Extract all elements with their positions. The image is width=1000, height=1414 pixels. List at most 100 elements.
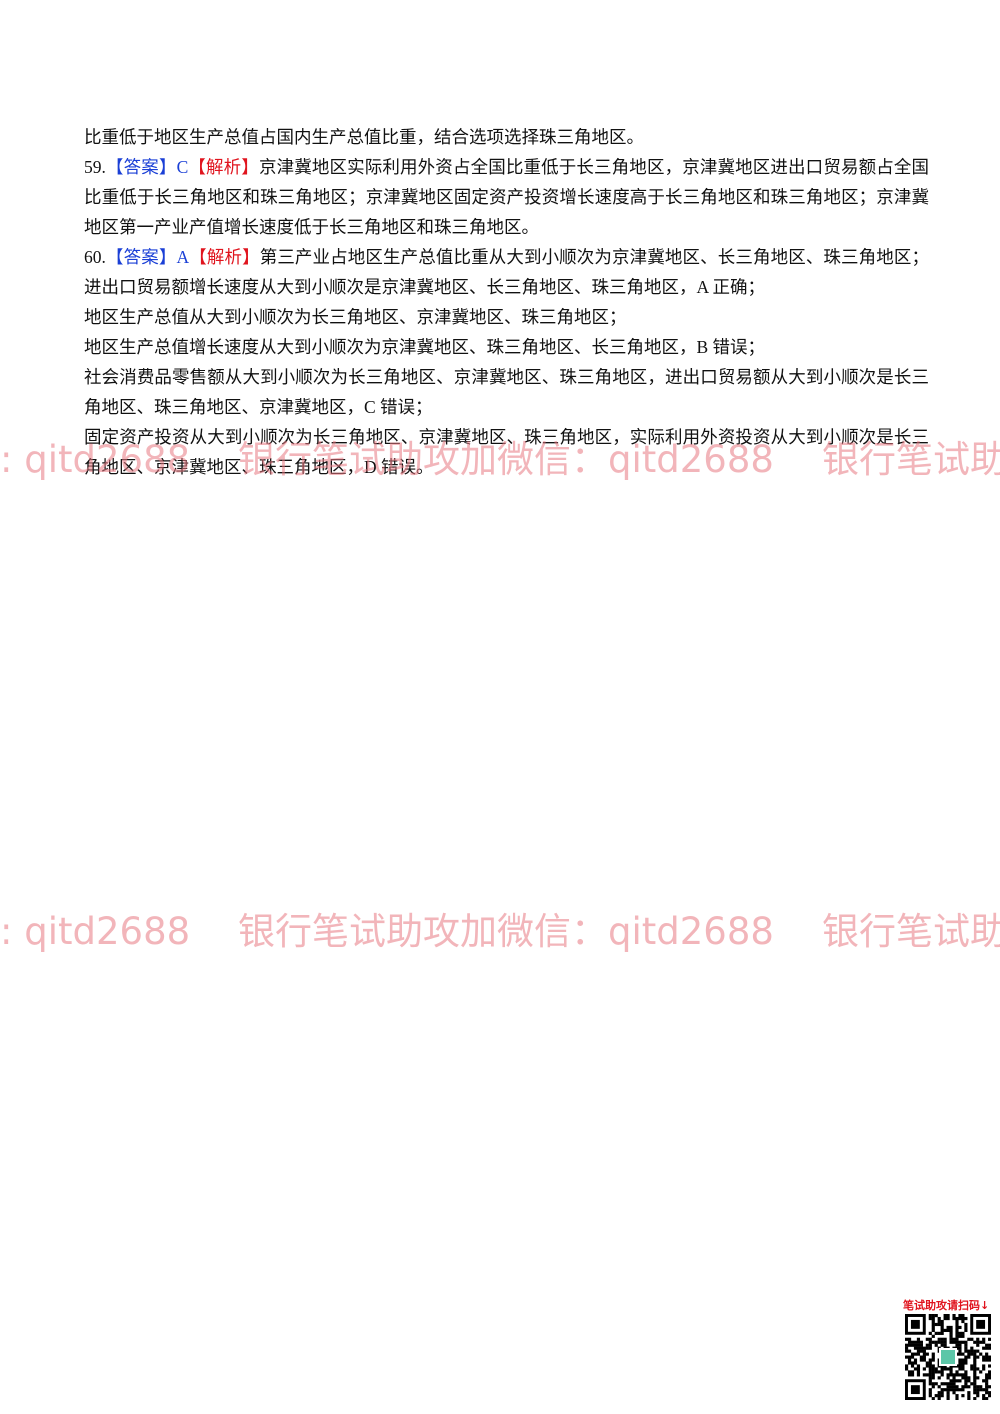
qr-module [955,1322,959,1327]
text-line: 角地区、珠三角地区、京津冀地区，C 错误； [84,397,433,417]
qr-module [988,1373,991,1377]
qr-module [955,1337,959,1341]
qr-module [937,1397,941,1400]
qr-module [964,1316,968,1321]
qr-module [964,1385,968,1389]
qr-module [907,1343,912,1347]
qr-module [916,1367,921,1371]
qr-code [905,1314,991,1400]
qr-module [949,1325,953,1330]
question-number: 60. [84,247,106,267]
qr-module [949,1373,953,1377]
qr-module [982,1346,986,1350]
qr-module [931,1314,935,1318]
qr-module [967,1385,971,1389]
qr-module [964,1355,968,1359]
qr-module [931,1352,935,1356]
qr-module [946,1367,950,1371]
qr-module [964,1370,968,1374]
qr-module [961,1361,965,1365]
qr-module [940,1367,944,1371]
qr-module [937,1391,941,1395]
qr-module [931,1316,935,1321]
qr-module [931,1364,935,1368]
qr-module [982,1340,986,1344]
text-line: 地区生产总值从大到小顺次为长三角地区、京津冀地区、珠三角地区； [84,307,627,327]
qr-module [925,1361,929,1365]
qr-module [940,1343,944,1347]
qr-module [946,1397,950,1400]
qr-module [967,1349,971,1353]
qr-module [982,1397,986,1400]
question-line: 60.【答案】A【解析】第三产业占地区生产总值比重从大到小顺次为京津冀地区、长三… [84,242,929,272]
qr-module [961,1364,965,1368]
qr-module [955,1331,959,1335]
qr-module [940,1331,944,1335]
text-line: 固定资产投资从大到小顺次为长三角地区、京津冀地区、珠三角地区，实际利用外资投资从… [84,427,929,447]
qr-module [958,1343,962,1347]
qr-module [925,1343,929,1347]
qr-module [928,1391,932,1395]
qr-module [946,1394,950,1398]
qr-module [985,1355,989,1359]
qr-module [931,1340,935,1344]
qr-module [976,1337,980,1341]
qr-module [919,1349,923,1353]
qr-module [985,1358,989,1362]
qr-module [907,1370,912,1374]
qr-module [973,1382,977,1386]
qr-module [955,1343,959,1347]
qr-module [976,1367,980,1371]
qr-module [922,1367,926,1371]
qr-module [979,1352,983,1356]
qr-module [973,1367,977,1371]
qr-module [958,1361,962,1365]
qr-module [925,1364,929,1368]
text-line: 比重低于地区生产总值占国内生产总值比重，结合选项选择珠三角地区。 [84,127,644,147]
qr-module [946,1376,950,1380]
qr-module [964,1322,968,1327]
qr-module [988,1370,991,1374]
qr-module [958,1352,962,1356]
qr-module [946,1373,950,1377]
qr-module [931,1319,935,1324]
qr-module [928,1394,932,1398]
qr-module [940,1325,944,1330]
qr-module [979,1385,983,1389]
qr-module [922,1355,926,1359]
qr-module [955,1379,959,1383]
qr-module [922,1373,926,1377]
qr-module [961,1376,965,1380]
qr-caption: 笔试助攻请扫码↓ [903,1299,990,1312]
qr-module [985,1343,989,1347]
qr-module [928,1331,932,1335]
qr-module [940,1391,944,1395]
text-line: 地区生产总值增长速度从大到小顺次为京津冀地区、珠三角地区、长三角地区，B 错误； [84,337,766,357]
qr-module [973,1352,977,1356]
qr-module [958,1334,962,1338]
qr-module [946,1382,950,1386]
qr-module [937,1370,941,1374]
qr-module [928,1340,932,1344]
qr-module [919,1343,923,1347]
qr-module [955,1373,959,1377]
qr-module [964,1349,968,1353]
qr-module [907,1349,912,1353]
qr-module [941,1350,955,1364]
qr-module [943,1337,947,1341]
qr-module [958,1358,962,1362]
qr-module [931,1325,935,1330]
qr-module [916,1352,921,1356]
qr-module [952,1337,956,1341]
qr-module [958,1325,962,1330]
qr-module [955,1334,959,1338]
qr-module [905,1337,909,1341]
qr-module [958,1349,962,1353]
qr-module [958,1340,962,1344]
qr-module [913,1361,918,1365]
qr-module [973,1397,977,1400]
qr-module [982,1364,986,1368]
qr-module [988,1358,991,1362]
qr-module [955,1319,959,1324]
watermark: : qitd2688 [0,910,191,953]
